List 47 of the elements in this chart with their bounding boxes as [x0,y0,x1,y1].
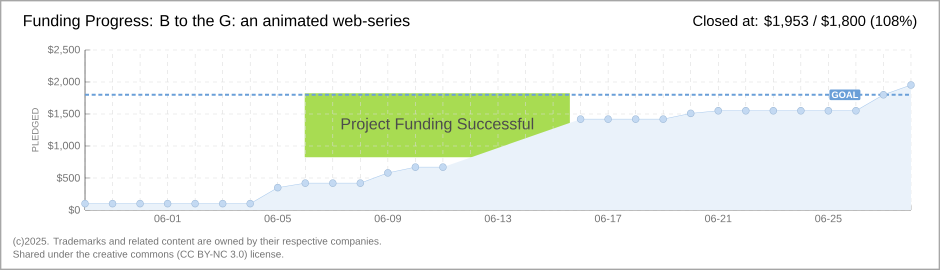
x-tick-label: 06-01 [154,214,181,222]
text: Shared under the creative commons (CC BY-NC 3.0) license. [13,250,284,260]
point [852,107,860,115]
point [632,115,640,123]
point [439,163,447,171]
text: (c)2025. Trademarks and related content are owned by their respective companies. [13,237,381,247]
y-tick-label: $0 [68,206,80,214]
point [770,107,778,115]
y-tick-label: $2,000 [48,77,80,87]
point [604,115,612,123]
point [714,107,722,115]
point [218,200,226,208]
point [302,179,310,187]
y-tick-label: $1,500 [48,109,80,119]
point [880,91,888,99]
point [576,115,584,123]
point [659,115,667,123]
x-tick-label: 06-25 [815,214,842,222]
point [191,200,199,208]
point [274,184,282,192]
x-tick-label: 06-13 [484,214,512,222]
point [136,200,144,208]
point [686,110,694,118]
point [329,179,337,187]
point [246,200,254,208]
point [412,163,420,171]
point [742,107,750,115]
point [384,169,392,177]
point [356,179,364,187]
point [164,200,172,208]
point [824,107,832,115]
y-tick-label: $1,000 [48,141,80,151]
chart-subtitle: Closed at: $1,953 / $1,800 (108%) [693,15,916,29]
annotation: Project Funding Successful [342,118,534,133]
x-tick-label: 06-17 [594,214,622,222]
y-axis-title: PLEDGED [32,108,39,152]
x-tick-label: 06-05 [264,214,291,222]
point [797,107,805,115]
x-tick-label: 06-21 [705,214,732,222]
y-tick-label: $500 [56,174,80,182]
ref-line-label: GOAL [832,92,858,98]
point [108,200,116,208]
y-tick-label: $2,500 [48,45,80,55]
chart-title: Funding Progress: B to the G: an animated web-series [24,14,410,30]
point [907,81,915,89]
point [81,200,89,208]
x-tick-label: 06-09 [374,214,401,222]
